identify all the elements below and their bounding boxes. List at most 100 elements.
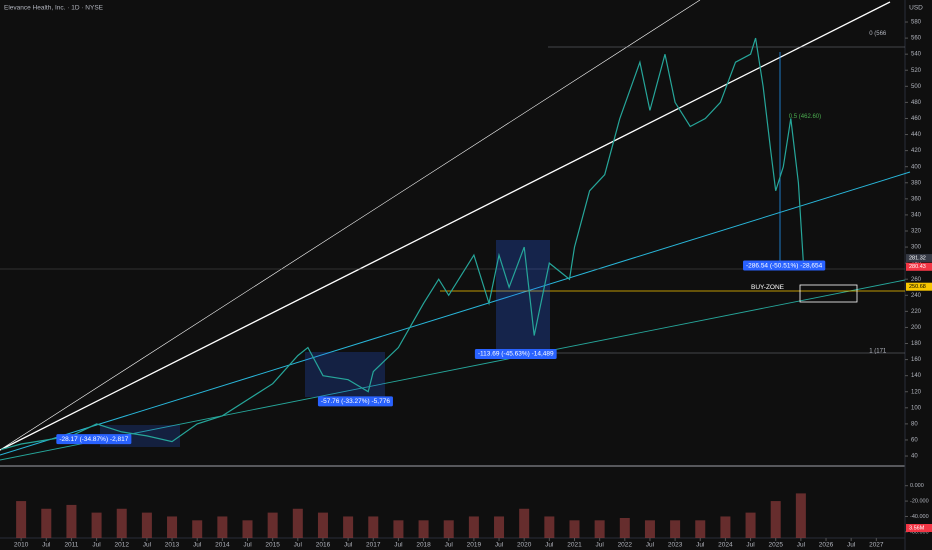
volume-bar [695, 520, 706, 538]
volume-bar [343, 516, 354, 538]
y-tick-label: 0.000 [910, 483, 924, 489]
volume-bar [619, 518, 630, 538]
x-tick-label: 2019 [467, 542, 482, 549]
volume-bar [192, 520, 203, 538]
annotation-text: -57.76 (-33.27%) -5,776 [321, 398, 390, 405]
trend-line [0, 1, 891, 451]
x-tick-label: 2026 [819, 542, 834, 549]
volume-bar [317, 512, 328, 538]
y-tick-label: 500 [911, 84, 922, 90]
last-value-label: 3.56M [909, 525, 925, 531]
y-tick-label: 440 [911, 132, 922, 138]
y-tick-label: 480 [911, 100, 922, 106]
price-line [0, 37, 804, 451]
price-label: 280.43 [909, 264, 926, 270]
annotation-text: 1 (171 [869, 348, 887, 354]
volume-bar [66, 504, 77, 538]
annotation: -57.76 (-33.27%) -5,776 [317, 396, 393, 407]
y-tick-label: 200 [911, 325, 922, 331]
trend-line [0, 0, 701, 451]
y-tick-label: -20.000 [910, 499, 929, 505]
volume-bar [544, 516, 555, 538]
x-tick-label: 2011 [64, 542, 78, 549]
annotation-text: 0.5 (462.60) [789, 114, 821, 120]
x-tick-label: 2020 [517, 542, 532, 549]
annotation-box [317, 396, 393, 407]
x-tick-label: Jul [646, 542, 655, 549]
x-tick-label: 2017 [366, 542, 381, 549]
volume-bar [720, 516, 731, 538]
volume-bar [41, 508, 52, 538]
x-tick-label: 2021 [567, 542, 582, 549]
y-tick-label: 380 [911, 180, 922, 186]
x-tick-label: 2015 [265, 542, 280, 549]
annotation-text: -28.17 (-34.87%) -2,817 [59, 436, 128, 443]
volume-bar [494, 516, 505, 538]
y-tick-label: 140 [911, 373, 922, 379]
x-tick-label: 2014 [215, 542, 230, 549]
annotation: -113.69 (-45.63%) -14,489 [474, 348, 557, 359]
volume-bar [16, 501, 27, 538]
x-tick-label: Jul [143, 542, 152, 549]
x-tick-label: Jul [696, 542, 705, 549]
x-tick-label: 2025 [768, 542, 783, 549]
y-tick-label: -40.000 [910, 514, 929, 520]
volume-bar [242, 520, 253, 538]
volume-bar [141, 512, 152, 538]
volume-bar [795, 493, 806, 538]
y-tick-label: 180 [911, 341, 922, 347]
volume-bar [670, 520, 681, 538]
x-tick-label: Jul [545, 542, 554, 549]
y-tick-label: 400 [911, 164, 922, 170]
x-tick-label: Jul [42, 542, 51, 549]
volume-bar [594, 520, 605, 538]
annotation: -286.54 (-50.51%) -28,654 [743, 260, 826, 271]
price-label-box [906, 262, 932, 271]
currency: USD [909, 5, 923, 12]
volume-bar [368, 516, 379, 538]
y-tick-label: 420 [911, 148, 922, 154]
volume-bar [468, 516, 479, 538]
price-label-box [906, 254, 932, 263]
x-tick-label: Jul [294, 542, 303, 549]
buy-zone-box [799, 284, 858, 303]
y-tick-label: 80 [911, 421, 918, 427]
annotation-text: -113.69 (-45.63%) -14,489 [478, 351, 554, 358]
x-tick-label: 2012 [115, 542, 130, 549]
x-tick-label: Jul [243, 542, 252, 549]
volume-bar [745, 512, 756, 538]
y-tick-label: 540 [911, 52, 922, 58]
volume-bar [644, 520, 655, 538]
y-tick-label: 60 [911, 438, 918, 444]
annotation-text: -286.54 (-50.51%) -28,654 [746, 262, 823, 269]
annotation: 0 (566 [869, 31, 887, 37]
x-tick-label: 2018 [416, 542, 431, 549]
annotation: BUY-ZONE [751, 284, 785, 291]
y-tick-label: 240 [911, 293, 922, 299]
price-label: 281.32 [909, 256, 926, 262]
x-tick-label: 2027 [869, 542, 884, 549]
y-tick-label: 260 [911, 277, 922, 283]
y-tick-label: 220 [911, 309, 922, 315]
y-tick-label: 100 [911, 405, 922, 411]
volume-bar [91, 512, 102, 538]
y-tick-label: 300 [911, 245, 922, 251]
volume-bar [569, 520, 580, 538]
x-tick-label: Jul [847, 542, 856, 549]
x-tick-label: Jul [92, 542, 101, 549]
x-tick-label: Jul [394, 542, 403, 549]
x-tick-label: Jul [495, 542, 504, 549]
annotation-box [474, 348, 557, 359]
y-tick-label: 120 [911, 389, 922, 395]
y-tick-label: 40 [911, 454, 918, 460]
x-tick-label: 2022 [618, 542, 633, 549]
annotation-text: BUY-ZONE [751, 284, 785, 291]
chart-title: Elevance Health, Inc. · 1D · NYSE [4, 5, 104, 12]
x-tick-label: Jul [797, 542, 806, 549]
annotation: -28.17 (-34.87%) -2,817 [56, 434, 132, 445]
annotation-text: 0 (566 [869, 31, 887, 37]
volume-bar [770, 501, 781, 538]
